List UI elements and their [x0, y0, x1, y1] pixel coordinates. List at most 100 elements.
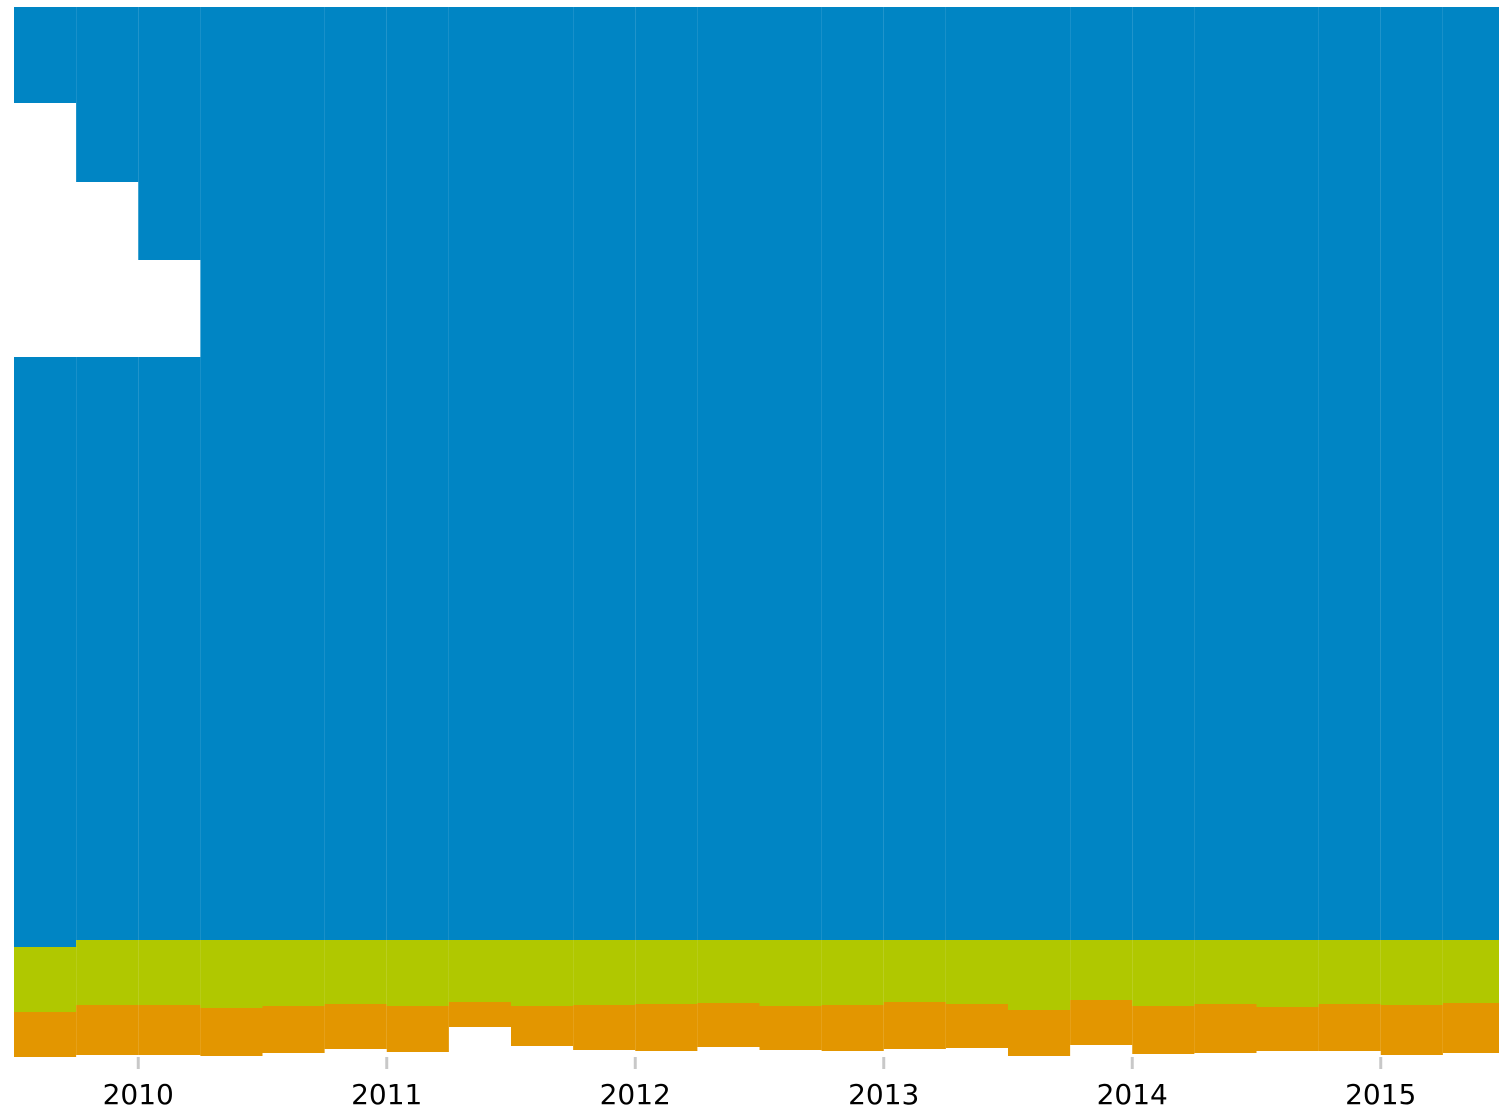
column-segment: [573, 357, 636, 940]
column-segment: [945, 940, 1008, 1004]
column-segment: [635, 940, 698, 1004]
column-segment: [883, 940, 946, 1002]
column-segment: [821, 1005, 884, 1051]
column-segment: [1070, 357, 1133, 940]
column-segment: [324, 1004, 387, 1049]
x-tick-label: 2015: [1345, 1078, 1416, 1111]
column-segment: [1380, 940, 1443, 1005]
column-segment: [1318, 357, 1381, 940]
column-segment: [1194, 940, 1257, 1004]
column-segment: [448, 940, 511, 1002]
column-segment: [511, 7, 574, 357]
column-segment: [14, 103, 77, 357]
column-segment: [1256, 1007, 1319, 1051]
column-segment: [635, 1004, 698, 1051]
column-segment: [573, 1005, 636, 1050]
column-segment: [821, 357, 884, 940]
column-segment: [1380, 357, 1443, 940]
column-segment: [138, 260, 201, 357]
column-segment: [200, 7, 263, 357]
column-segment: [76, 357, 139, 940]
column-segment: [1008, 1010, 1071, 1056]
column-segment: [1132, 940, 1195, 1006]
column-segment: [262, 940, 325, 1006]
column-segment: [1070, 940, 1133, 1000]
column-segment: [138, 357, 201, 940]
column-segment: [76, 182, 139, 357]
column-segment: [945, 1004, 1008, 1048]
column-segment: [1194, 1004, 1257, 1053]
column-segment: [697, 1003, 760, 1047]
column-segment: [759, 357, 822, 940]
column-segment: [1442, 940, 1499, 1003]
column-segment: [324, 940, 387, 1004]
column-segment: [511, 1006, 574, 1046]
column-segment: [448, 1002, 511, 1027]
column-segment: [945, 357, 1008, 940]
column-segment: [386, 940, 449, 1006]
column-segment: [324, 7, 387, 357]
column-segment: [138, 7, 201, 260]
column-segment: [697, 940, 760, 1003]
x-tick-label: 2013: [848, 1078, 919, 1111]
column-segment: [386, 1006, 449, 1052]
column-segment: [821, 940, 884, 1005]
column-segment: [14, 947, 77, 1012]
column-segment: [1070, 1000, 1133, 1045]
column-segment: [262, 357, 325, 940]
column-segment: [1318, 940, 1381, 1004]
column-segment: [1442, 1003, 1499, 1053]
column-segment: [945, 7, 1008, 357]
column-segment: [448, 357, 511, 940]
column-segment: [386, 7, 449, 357]
column-segment: [511, 940, 574, 1006]
column-segment: [1132, 1006, 1195, 1054]
column-segment: [386, 357, 449, 940]
column-segment: [200, 940, 263, 1008]
column-segment: [76, 7, 139, 182]
column-segment: [1442, 357, 1499, 940]
column-segment: [697, 7, 760, 357]
x-tick-label: 2011: [351, 1078, 422, 1111]
column-segment: [1008, 7, 1071, 357]
column-segment: [14, 1012, 77, 1057]
column-segment: [1194, 7, 1257, 357]
column-segment: [1070, 7, 1133, 357]
column-segment: [14, 357, 77, 947]
column-segment: [1442, 7, 1499, 357]
x-tick-label: 2012: [600, 1078, 671, 1111]
column-segment: [1194, 357, 1257, 940]
column-segment: [1256, 357, 1319, 940]
column-segment: [883, 7, 946, 357]
column-segment: [573, 940, 636, 1005]
column-segment: [883, 1002, 946, 1049]
column-segment: [883, 357, 946, 940]
x-tick-label: 2014: [1097, 1078, 1168, 1111]
column-segment: [759, 940, 822, 1006]
column-segment: [324, 357, 387, 940]
column-segment: [14, 7, 77, 103]
column-segment: [1318, 1004, 1381, 1051]
column-segment: [635, 7, 698, 357]
column-segment: [1380, 1005, 1443, 1055]
column-segment: [76, 1005, 139, 1055]
column-segment: [262, 7, 325, 357]
column-segment: [262, 1006, 325, 1053]
column-segment: [200, 1008, 263, 1056]
column-segment: [1008, 940, 1071, 1010]
column-segment: [76, 940, 139, 1005]
column-segment: [138, 1005, 201, 1055]
column-segment: [1132, 7, 1195, 357]
column-segment: [1132, 357, 1195, 940]
x-tick-label: 2010: [103, 1078, 174, 1111]
column-segment: [138, 940, 201, 1005]
column-segment: [1256, 940, 1319, 1007]
column-segment: [697, 357, 760, 940]
column-segment: [573, 7, 636, 357]
column-segment: [1318, 7, 1381, 357]
column-segment: [759, 1006, 822, 1050]
column-segment: [1380, 7, 1443, 357]
column-segment: [448, 7, 511, 357]
column-segment: [200, 357, 263, 940]
